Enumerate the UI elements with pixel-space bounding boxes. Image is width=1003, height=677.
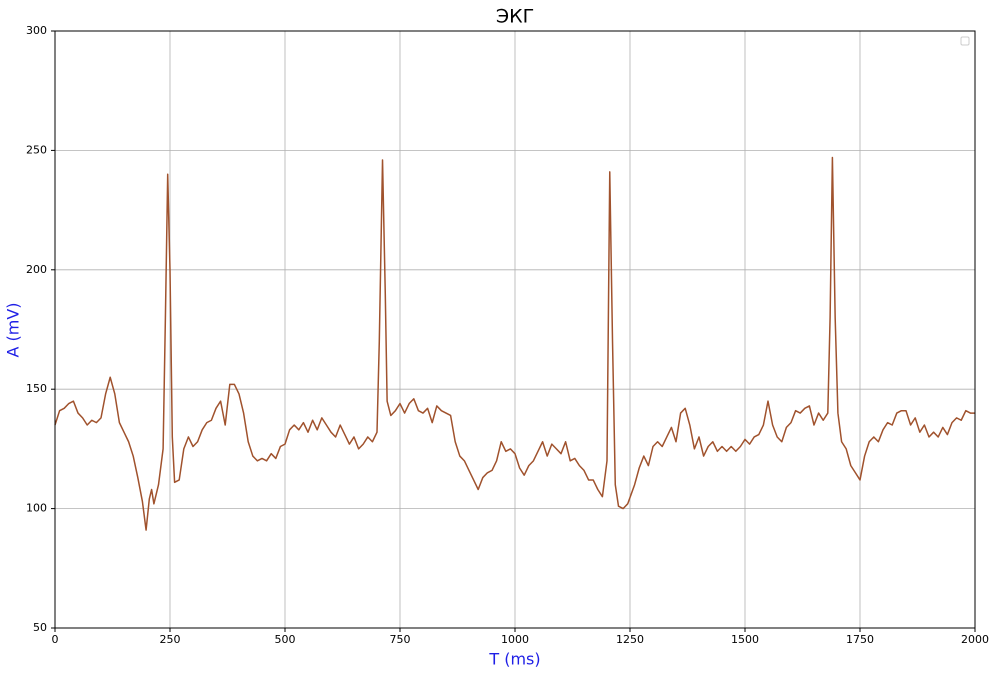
- y-tick-label: 200: [26, 263, 47, 276]
- plot-frame: [54, 30, 976, 629]
- y-tick-label: 150: [26, 382, 47, 395]
- x-tick-label: 1750: [846, 633, 874, 646]
- legend-box: [960, 36, 970, 46]
- y-tick-label: 300: [26, 24, 47, 37]
- y-tick-label: 100: [26, 502, 47, 515]
- x-tick-label: 500: [275, 633, 296, 646]
- x-tick-label: 2000: [961, 633, 989, 646]
- x-tick-label: 250: [160, 633, 181, 646]
- ecg-line: [54, 156, 975, 531]
- x-tick-label: 1500: [731, 633, 759, 646]
- y-tick-label: 50: [33, 621, 47, 634]
- y-tick-label: 250: [26, 143, 47, 156]
- y-axis-label: A (mV): [4, 302, 23, 357]
- x-tick-label: 0: [52, 633, 59, 646]
- x-axis-label: T (ms): [488, 650, 540, 669]
- x-tick-label: 1000: [501, 633, 529, 646]
- chart-title: ЭКГ: [496, 6, 534, 28]
- x-tick-label: 750: [390, 633, 411, 646]
- x-tick-label: 1250: [616, 633, 644, 646]
